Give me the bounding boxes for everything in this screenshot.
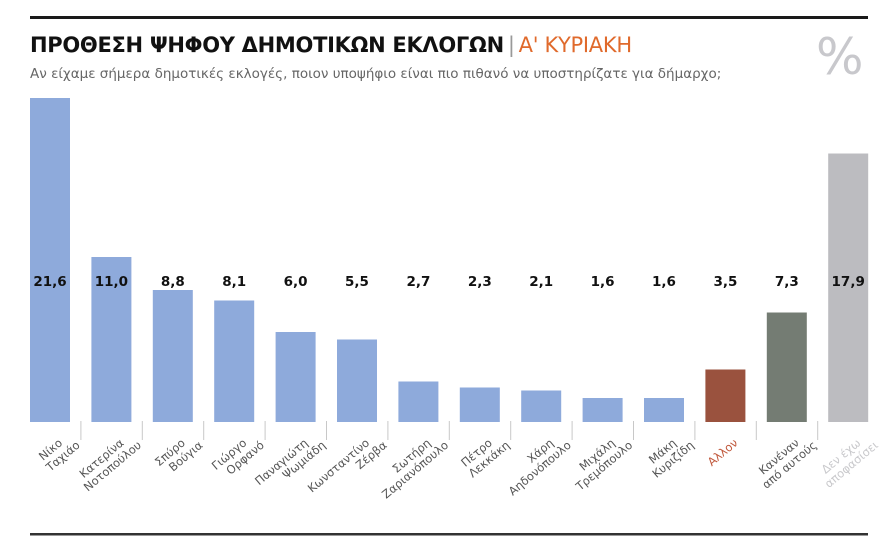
category-label: ΠέτροΛεκκάκη	[457, 428, 512, 480]
category-label: ΚατερίναΝοτοπούλου	[72, 428, 144, 494]
category-label: ΣπύροΒούγια	[152, 428, 206, 479]
value-label: 8,1	[222, 274, 246, 290]
bar	[582, 398, 623, 422]
bar	[705, 369, 746, 422]
bar	[337, 339, 377, 422]
value-label: 7,3	[775, 274, 799, 290]
category-label: Κανέναναπό αυτούς	[751, 428, 820, 492]
value-label: 2,1	[529, 274, 553, 290]
bar	[828, 153, 869, 422]
category-label: ΜάκηΚυριζίδη	[641, 428, 697, 481]
bar	[214, 300, 255, 422]
value-label: 5,5	[345, 274, 369, 290]
value-label: 17,9	[832, 274, 865, 290]
bottom-rule	[30, 533, 868, 536]
value-label: 11,0	[95, 274, 128, 290]
bar	[91, 257, 132, 422]
percent-unit: %	[816, 28, 864, 86]
bar	[521, 390, 562, 422]
title-suffix: Α' ΚΥΡΙΑΚΗ	[518, 33, 633, 57]
category-label: ΧάρηΑηδονόπουλο	[497, 428, 573, 498]
value-label: 1,6	[652, 274, 676, 290]
bar	[644, 398, 684, 422]
bar	[398, 381, 439, 422]
value-label: 2,3	[468, 274, 492, 290]
category-label: ΝίκοΤαχιάο	[34, 428, 83, 475]
top-rule	[30, 16, 868, 19]
category-label: Δεν έχωαποφασίσει	[813, 428, 880, 491]
bar	[766, 312, 807, 422]
value-label: 6,0	[284, 274, 308, 290]
category-label: ΜιχάληΤρεμόπουλο	[564, 428, 635, 494]
value-label: 2,7	[406, 274, 430, 290]
chart-title: ΠΡΟΘΕΣΗ ΨΗΦΟΥ ΔΗΜΟΤΙΚΩΝ ΕΚΛΟΓΩΝ | Α' ΚΥΡΙΑ…	[30, 33, 632, 57]
category-label: Αλλον	[705, 436, 741, 469]
value-label: 1,6	[591, 274, 615, 290]
title-main: ΠΡΟΘΕΣΗ ΨΗΦΟΥ ΔΗΜΟΤΙΚΩΝ ΕΚΛΟΓΩΝ	[30, 33, 504, 57]
chart-subtitle: Αν είχαμε σήμερα δημοτικές εκλογές, ποιο…	[30, 66, 722, 82]
bar	[275, 332, 316, 422]
bar	[30, 98, 70, 422]
category-label: ΣωτήρηΖαριανόπουλο	[371, 428, 451, 501]
bar	[459, 387, 500, 422]
title-separator: |	[507, 33, 515, 57]
value-label: 21,6	[33, 274, 66, 290]
value-label: 3,5	[713, 274, 737, 290]
bar	[152, 290, 193, 422]
value-label: 8,8	[161, 274, 185, 290]
